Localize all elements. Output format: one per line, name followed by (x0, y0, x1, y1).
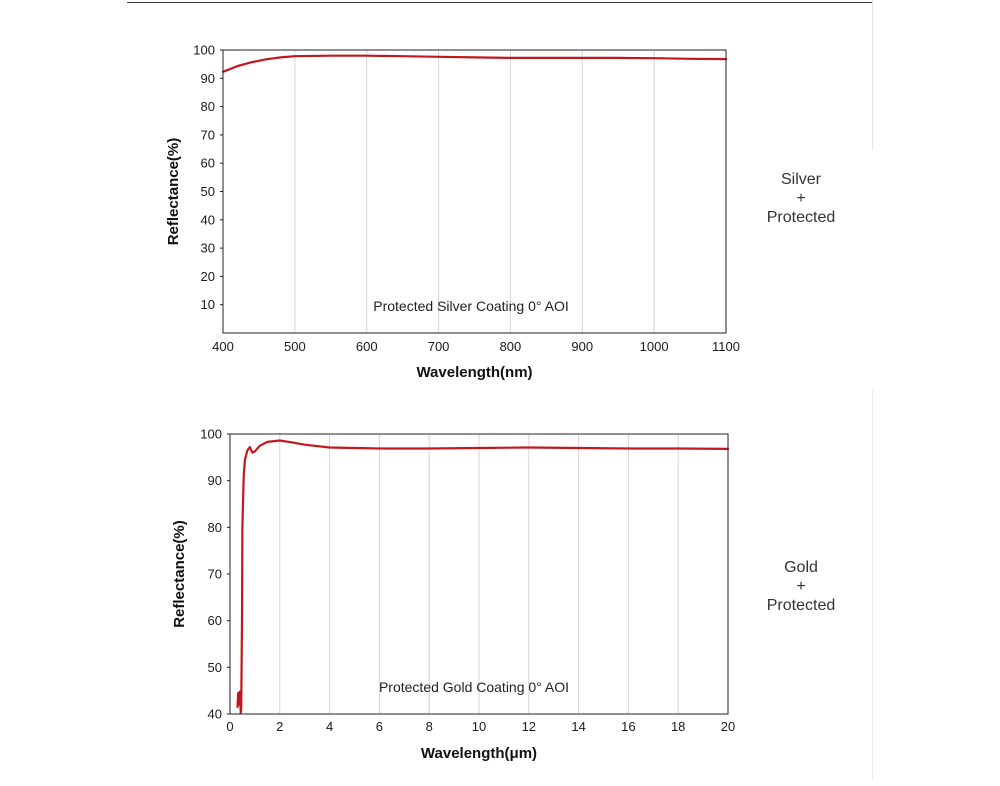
plot-area (223, 50, 726, 333)
x-tick-label: 1000 (640, 339, 669, 354)
y-tick-label: 70 (208, 567, 222, 582)
x-tick-label: 1100 (712, 339, 740, 354)
gold-side-label: Gold + Protected (741, 558, 861, 615)
x-tick-label: 8 (426, 719, 433, 734)
y-tick-label: 70 (201, 127, 215, 142)
x-tick-label: 500 (284, 339, 306, 354)
gold-reflectance-chart: 0 2 4 6 8 10 12 14 16 18 20 40 50 60 70 80 90 100 Protecte… (171, 427, 735, 763)
x-axis-title: Wavelength(μm) (421, 745, 537, 762)
x-tick-label: 700 (428, 339, 450, 354)
side-label-line: + (796, 578, 806, 595)
x-tick-label: 600 (356, 339, 378, 354)
chart-annotation: Protected Silver Coating 0° AOI (373, 298, 568, 314)
x-tick-label: 16 (621, 719, 635, 734)
y-tick-label: 30 (201, 241, 215, 256)
gold-reflectance-line (236, 439, 730, 715)
x-tick-label: 0 (226, 719, 233, 734)
side-label-line: Silver (780, 171, 821, 188)
y-tick-label: 80 (201, 99, 215, 114)
x-tick-label: 400 (212, 339, 234, 354)
right-divider-bottom (872, 390, 873, 780)
y-tick-label: 90 (208, 473, 222, 488)
x-tick-label: 10 (472, 719, 486, 734)
x-tick-label: 14 (571, 719, 585, 734)
x-tick-label: 800 (500, 339, 522, 354)
x-tick-label: 2 (276, 719, 283, 734)
side-label-line: Protected (766, 209, 836, 226)
top-divider (127, 2, 872, 3)
side-label-line: Gold (784, 559, 818, 576)
y-tick-label: 10 (201, 297, 215, 312)
x-tick-label: 18 (671, 719, 685, 734)
x-axis-title: Wavelength(nm) (416, 364, 532, 381)
y-axis-title: Reflectance(%) (171, 520, 188, 628)
x-tick-label: 4 (326, 719, 333, 734)
plot-frame (229, 433, 729, 715)
silver-reflectance-line (221, 54, 728, 73)
x-tick-label: 12 (522, 719, 536, 734)
x-tick-label: 20 (721, 719, 735, 734)
y-tick-label: 50 (208, 660, 222, 675)
y-tick-label: 40 (201, 212, 215, 227)
y-tick-label: 60 (201, 156, 215, 171)
y-tick-label: 40 (208, 707, 222, 722)
chart-annotation: Protected Gold Coating 0° AOI (379, 679, 569, 695)
silver-side-label: Silver + Protected (741, 170, 861, 227)
silver-reflectance-chart: 400 500 600 700 800 900 1000 1100 10 20 30 40 50 60 70… (165, 43, 740, 382)
y-tick-label: 60 (208, 613, 222, 628)
x-tick-label: 900 (571, 339, 593, 354)
y-tick-label: 80 (208, 520, 222, 535)
x-tick-label: 6 (376, 719, 383, 734)
y-tick-label: 100 (193, 43, 215, 58)
side-label-line: + (796, 190, 806, 207)
y-tick-label: 20 (201, 269, 215, 284)
plot-frame (222, 49, 727, 334)
y-tick-label: 100 (200, 427, 222, 442)
y-tick-label: 50 (201, 184, 215, 199)
y-tick-label: 90 (201, 71, 215, 86)
y-axis-title: Reflectance(%) (165, 138, 182, 246)
right-divider-top (872, 0, 873, 150)
side-label-line: Protected (766, 597, 836, 614)
